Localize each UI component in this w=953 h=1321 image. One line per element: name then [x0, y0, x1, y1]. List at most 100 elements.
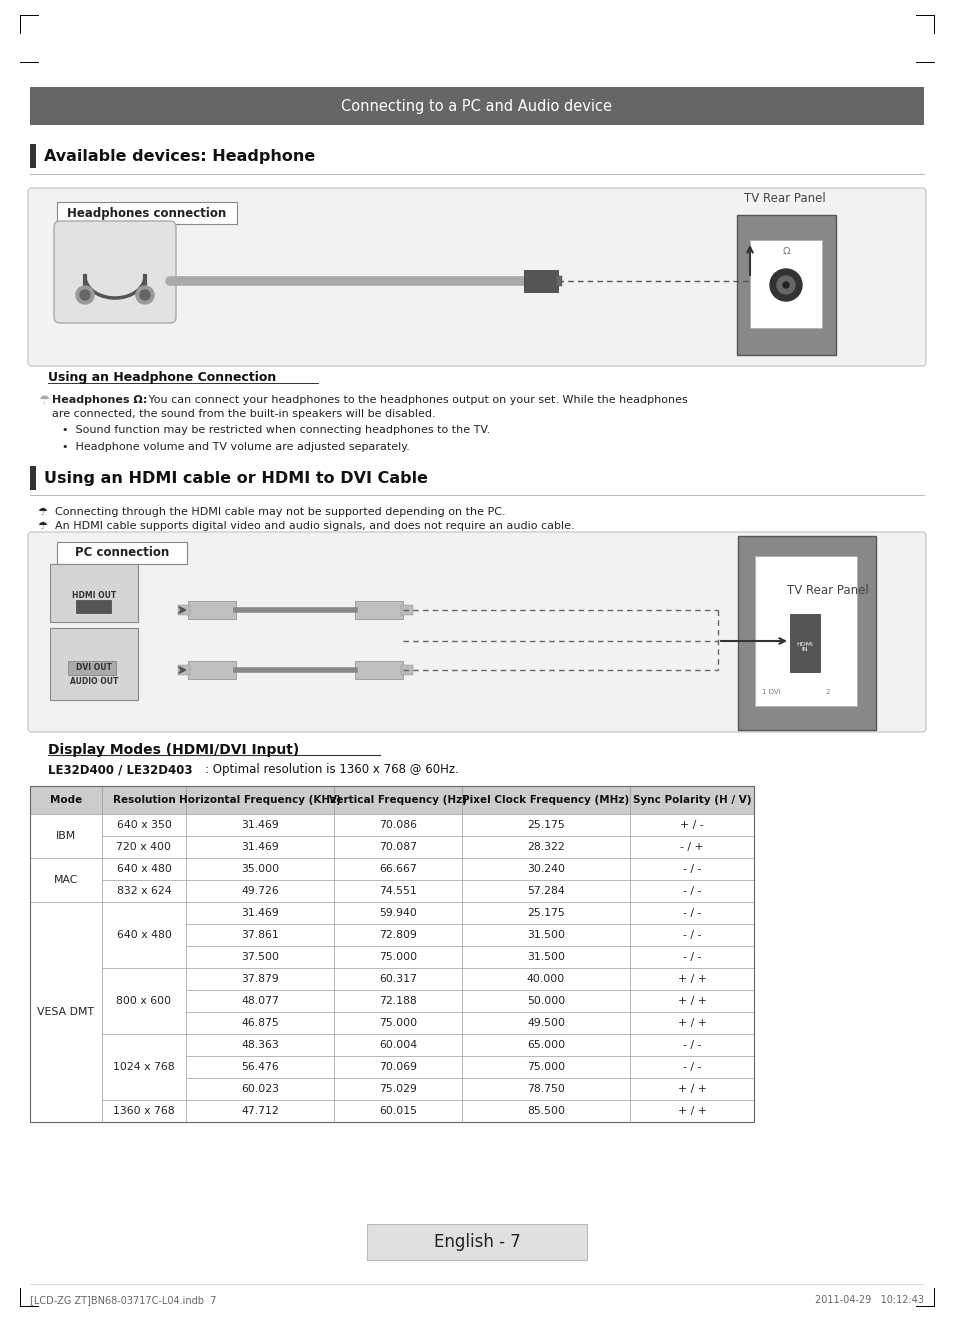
Text: 60.015: 60.015	[378, 1106, 416, 1116]
Text: ☂: ☂	[38, 394, 50, 407]
Text: Resolution: Resolution	[112, 795, 175, 804]
Text: VESA DMT: VESA DMT	[37, 1007, 94, 1017]
Bar	[461, 902, 629, 923]
Bar	[186, 989, 334, 1012]
Text: Horizontal Frequency (KHz): Horizontal Frequency (KHz)	[179, 795, 340, 804]
Text: 832 x 624: 832 x 624	[116, 886, 172, 896]
Text: Using an HDMI cable or HDMI to DVI Cable: Using an HDMI cable or HDMI to DVI Cable	[44, 470, 428, 486]
Text: 70.069: 70.069	[378, 1062, 416, 1073]
Text: - / -: - / -	[682, 930, 700, 941]
Bar	[186, 1055, 334, 1078]
Bar	[334, 1055, 461, 1078]
Bar	[629, 880, 753, 902]
Text: + / +: + / +	[677, 974, 706, 984]
Bar	[102, 1100, 186, 1122]
Text: 640 x 480: 640 x 480	[116, 864, 172, 875]
Bar	[102, 814, 186, 836]
Bar	[186, 923, 334, 946]
Text: 31.469: 31.469	[241, 908, 278, 918]
Bar	[367, 1225, 586, 1260]
FancyBboxPatch shape	[28, 532, 925, 732]
Text: HDMI
IN: HDMI IN	[796, 642, 813, 653]
Text: 1024 x 768: 1024 x 768	[113, 1062, 174, 1073]
Text: 2011-04-29   10:12:43: 2011-04-29 10:12:43	[814, 1295, 923, 1305]
Bar	[186, 1100, 334, 1122]
Bar	[629, 1012, 753, 1034]
Text: 65.000: 65.000	[526, 1040, 564, 1050]
Text: MAC: MAC	[53, 875, 78, 885]
Text: 2: 2	[825, 690, 829, 695]
Bar	[461, 1055, 629, 1078]
Bar	[50, 627, 138, 700]
Text: 1 DVI: 1 DVI	[761, 690, 780, 695]
Text: English - 7: English - 7	[434, 1232, 519, 1251]
Text: 75.000: 75.000	[378, 1018, 416, 1028]
Text: Mode: Mode	[50, 795, 82, 804]
Text: TV Rear Panel: TV Rear Panel	[743, 192, 825, 205]
Text: 72.188: 72.188	[378, 996, 416, 1007]
Text: 85.500: 85.500	[526, 1106, 564, 1116]
Bar	[461, 814, 629, 836]
Bar	[334, 946, 461, 968]
Bar	[30, 786, 753, 1122]
Text: 1360 x 768: 1360 x 768	[113, 1106, 174, 1116]
Text: 37.879: 37.879	[241, 974, 278, 984]
Circle shape	[776, 276, 794, 295]
Bar	[461, 1034, 629, 1055]
Bar	[68, 660, 116, 675]
Text: 56.476: 56.476	[241, 1062, 278, 1073]
Bar	[754, 556, 856, 705]
Bar	[30, 87, 923, 125]
Bar	[523, 269, 558, 292]
Bar	[629, 1078, 753, 1100]
Bar	[461, 786, 629, 814]
Bar	[629, 786, 753, 814]
Text: - / -: - / -	[682, 952, 700, 962]
FancyBboxPatch shape	[54, 221, 175, 324]
Text: 640 x 350: 640 x 350	[116, 820, 172, 830]
Bar	[30, 786, 102, 814]
Text: + / -: + / -	[679, 820, 703, 830]
Circle shape	[80, 291, 90, 300]
Text: •  Headphone volume and TV volume are adjusted separately.: • Headphone volume and TV volume are adj…	[62, 443, 410, 452]
Bar	[102, 859, 186, 880]
Text: 60.023: 60.023	[241, 1085, 278, 1094]
Text: 49.726: 49.726	[241, 886, 278, 896]
Bar	[186, 1012, 334, 1034]
Bar	[186, 880, 334, 902]
Text: TV Rear Panel: TV Rear Panel	[786, 584, 868, 597]
Text: 31.469: 31.469	[241, 820, 278, 830]
Text: + / +: + / +	[677, 1106, 706, 1116]
Text: - / -: - / -	[682, 908, 700, 918]
Bar	[737, 215, 835, 355]
Text: Connecting to a PC and Audio device: Connecting to a PC and Audio device	[341, 99, 612, 114]
Text: - / +: - / +	[679, 841, 703, 852]
Text: 37.500: 37.500	[241, 952, 278, 962]
Text: 720 x 400: 720 x 400	[116, 841, 172, 852]
Bar	[461, 946, 629, 968]
Text: 75.029: 75.029	[378, 1085, 416, 1094]
Bar	[186, 968, 334, 989]
Bar	[178, 605, 190, 616]
Text: 59.940: 59.940	[378, 908, 416, 918]
Bar	[30, 144, 36, 168]
Bar	[334, 968, 461, 989]
Bar	[102, 1034, 186, 1100]
Bar	[186, 946, 334, 968]
Text: 640 x 480: 640 x 480	[116, 930, 172, 941]
Bar	[186, 1078, 334, 1100]
Text: LE32D400 / LE32D403: LE32D400 / LE32D403	[48, 764, 196, 777]
Text: - / -: - / -	[682, 886, 700, 896]
Bar	[334, 880, 461, 902]
Text: 31.500: 31.500	[526, 930, 564, 941]
Text: ☂  Connecting through the HDMI cable may not be supported depending on the PC.: ☂ Connecting through the HDMI cable may …	[38, 507, 505, 517]
Bar	[188, 601, 235, 620]
Text: 30.240: 30.240	[526, 864, 564, 875]
Text: 48.077: 48.077	[241, 996, 278, 1007]
Text: PC connection: PC connection	[74, 547, 169, 560]
Bar	[102, 968, 186, 1034]
Text: + / +: + / +	[677, 1018, 706, 1028]
Text: You can connect your headphones to the headphones output on your set. While the : You can connect your headphones to the h…	[145, 395, 687, 406]
Bar	[461, 923, 629, 946]
Bar	[629, 989, 753, 1012]
